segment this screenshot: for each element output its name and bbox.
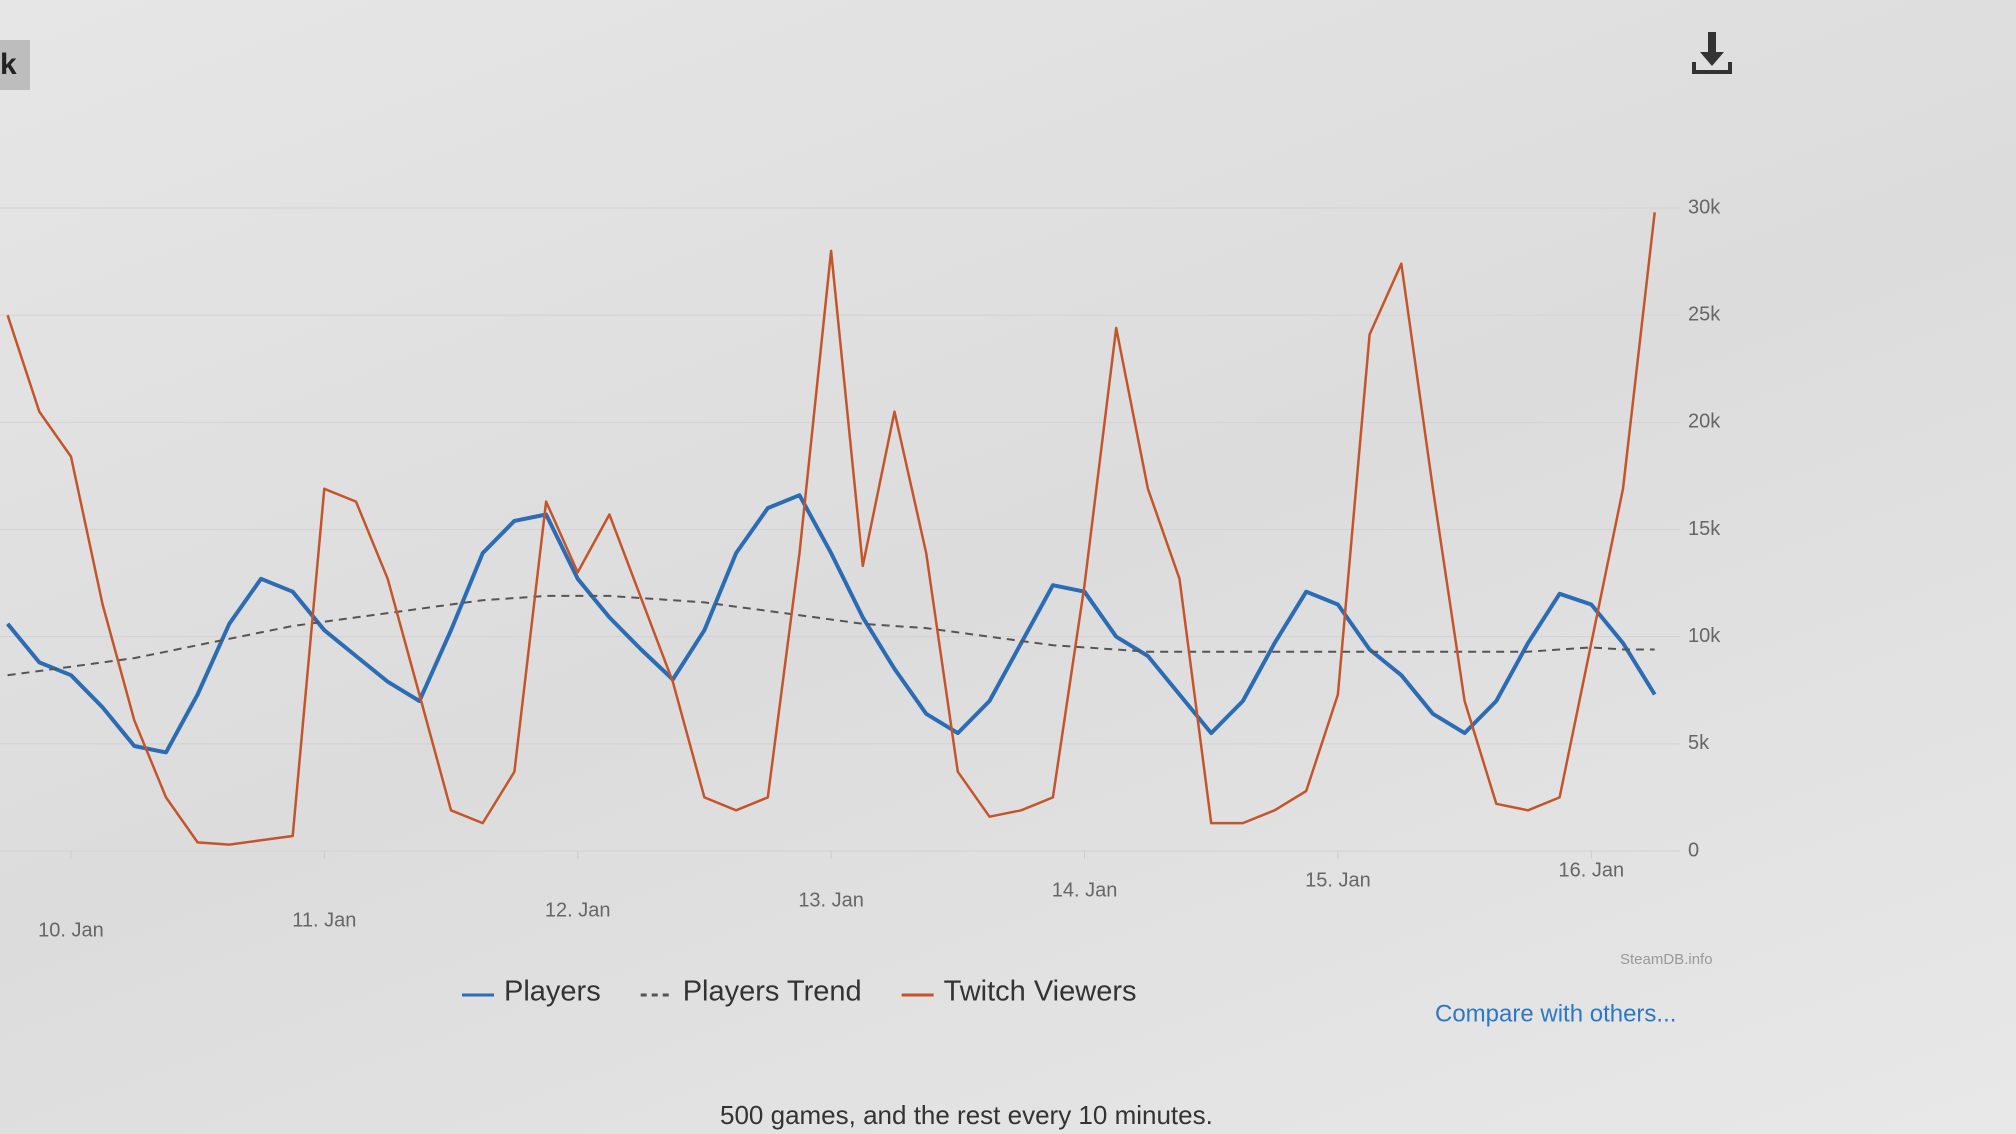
y-tick-label: 30k <box>1688 196 1721 218</box>
series-line <box>6 212 1656 846</box>
y-tick-label: 20k <box>1688 411 1721 433</box>
legend-label: Players Trend <box>683 976 862 1008</box>
x-tick-label: 11. Jan <box>292 909 356 931</box>
download-icon[interactable] <box>1692 32 1732 74</box>
y-tick-label: 25k <box>1688 303 1721 325</box>
y-tick-label: 15k <box>1688 518 1721 540</box>
x-tick-label: 12. Jan <box>545 899 611 921</box>
y-tick-label: 5k <box>1688 732 1710 754</box>
compare-link[interactable]: Compare with others... <box>1435 1000 1676 1027</box>
legend-label: Players <box>504 976 601 1008</box>
x-tick-label: 14. Jan <box>1052 879 1118 901</box>
x-tick-label: 15. Jan <box>1305 869 1371 891</box>
x-tick-label: 16. Jan <box>1559 859 1625 881</box>
credit: SteamDB.info <box>1620 951 1713 968</box>
y-tick-label: 0 <box>1688 839 1699 861</box>
x-tick-label: 10. Jan <box>38 919 104 941</box>
y-tick-label: 10k <box>1688 625 1721 647</box>
series-line <box>7 594 1655 677</box>
legend-label: Twitch Viewers <box>944 976 1137 1008</box>
series-line <box>6 493 1657 755</box>
footer-text: 500 games, and the rest every 10 minutes… <box>720 1100 1213 1130</box>
x-tick-label: 13. Jan <box>798 889 864 911</box>
toolbar-button[interactable]: k <box>0 40 30 90</box>
